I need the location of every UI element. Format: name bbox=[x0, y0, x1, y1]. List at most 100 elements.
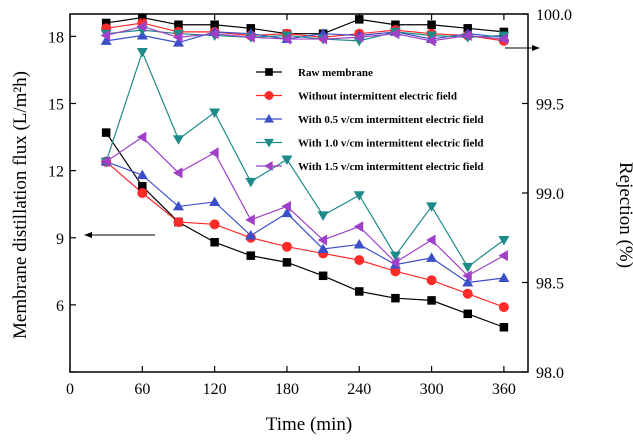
flux-point-4-7 bbox=[353, 221, 364, 233]
flux-point-1-2 bbox=[173, 217, 184, 228]
rejection-point-4-8 bbox=[389, 28, 400, 40]
x-tick-label-6: 360 bbox=[492, 381, 516, 398]
flux-point-3-6 bbox=[317, 211, 329, 221]
rejection-point-4-9 bbox=[426, 35, 436, 47]
flux-point-3-5 bbox=[281, 155, 293, 165]
legend-marker-4 bbox=[264, 161, 273, 171]
legend-marker-2 bbox=[264, 114, 274, 123]
flux-line-4 bbox=[105, 136, 505, 277]
flux-point-0-5 bbox=[282, 258, 292, 267]
legend-marker-3 bbox=[264, 138, 274, 148]
rejection-line-2 bbox=[106, 31, 504, 44]
flux-point-4-2 bbox=[172, 167, 183, 179]
flux-point-4-11 bbox=[498, 250, 508, 262]
x-tick-label-4: 240 bbox=[347, 381, 371, 398]
y-axis-left-title: Membrane distillation flux (L/m²h) bbox=[10, 71, 31, 339]
axis-arrows bbox=[84, 45, 540, 238]
legend-label-4: With 1.5 v/cm intermittent electric fiel… bbox=[298, 161, 484, 173]
y-right-tick-label-4: 100.0 bbox=[536, 7, 572, 24]
flux-point-2-11 bbox=[498, 272, 510, 283]
rejection-point-0-0 bbox=[101, 18, 111, 28]
flux-point-2-6 bbox=[317, 243, 329, 253]
flux-point-1-7 bbox=[354, 255, 365, 266]
flux-point-3-10 bbox=[462, 262, 474, 273]
flux-point-4-5 bbox=[281, 200, 291, 212]
legend-label-1: Without intermittent electric field bbox=[298, 91, 457, 103]
rejection-point-4-0 bbox=[100, 29, 111, 41]
flux-line-1 bbox=[105, 161, 505, 308]
x-tick-label-5: 300 bbox=[420, 381, 444, 398]
flux-point-0-10 bbox=[463, 309, 472, 319]
flux-point-1-1 bbox=[137, 188, 148, 198]
flux-point-0-6 bbox=[318, 271, 328, 281]
flux-point-3-7 bbox=[353, 191, 365, 201]
flux-point-0-1 bbox=[138, 182, 147, 191]
flux-point-2-5 bbox=[281, 207, 293, 218]
rejection-point-4-11 bbox=[498, 33, 508, 45]
rejection-point-4-3 bbox=[209, 28, 219, 40]
rejection-point-0-8 bbox=[391, 20, 400, 29]
rejection-point-4-10 bbox=[462, 29, 472, 41]
flux-point-0-7 bbox=[355, 287, 364, 296]
series-lines bbox=[105, 16, 505, 328]
flux-point-1-8 bbox=[390, 266, 401, 277]
rejection-point-4-5 bbox=[281, 33, 291, 45]
y-right-tick-label-0: 98.0 bbox=[536, 365, 564, 382]
flux-point-0-8 bbox=[391, 293, 400, 303]
y-left-tick-label-5: 18 bbox=[48, 29, 64, 46]
flux-point-4-0 bbox=[100, 156, 111, 168]
legend-marker-0 bbox=[265, 68, 273, 76]
y-left-tick-label-1: 6 bbox=[56, 298, 64, 315]
x-tick-label-2: 120 bbox=[203, 381, 227, 398]
flux-point-1-5 bbox=[281, 241, 292, 252]
y-left-tick-label-2: 9 bbox=[56, 231, 64, 248]
flux-point-2-7 bbox=[353, 238, 365, 249]
legend-label-3: With 1.0 v/cm intermittent electric fiel… bbox=[298, 138, 484, 150]
x-tick-label-3: 180 bbox=[275, 381, 299, 398]
legend-marker-1 bbox=[264, 91, 274, 100]
flux-point-0-0 bbox=[101, 128, 111, 137]
rejection-line-0 bbox=[106, 16, 504, 35]
rejection-point-2-2 bbox=[172, 37, 184, 47]
flux-point-4-3 bbox=[209, 147, 219, 159]
flux-point-3-8 bbox=[389, 251, 401, 262]
flux-point-3-3 bbox=[209, 108, 221, 118]
rejection-axis-arrow-head bbox=[532, 45, 540, 51]
flux-point-0-11 bbox=[499, 323, 509, 332]
y-right-tick-label-3: 99.5 bbox=[536, 97, 564, 114]
flux-point-4-8 bbox=[389, 256, 400, 268]
flux-point-3-4 bbox=[245, 177, 257, 188]
rejection-point-4-7 bbox=[353, 31, 364, 43]
flux-point-3-1 bbox=[136, 48, 148, 58]
y-right-tick-label-1: 98.5 bbox=[536, 276, 564, 293]
y-right-tick-label-2: 99.0 bbox=[536, 186, 564, 203]
y-left-tick-label-4: 15 bbox=[48, 97, 64, 114]
flux-line-2 bbox=[105, 161, 504, 284]
rejection-line-3 bbox=[106, 29, 504, 42]
flux-point-4-4 bbox=[245, 214, 255, 226]
rejection-point-0-2 bbox=[174, 20, 183, 29]
rejection-point-4-1 bbox=[136, 21, 147, 33]
flux-point-1-10 bbox=[462, 288, 473, 299]
rejection-point-4-2 bbox=[172, 31, 183, 43]
rejection-line-4 bbox=[106, 25, 504, 42]
flux-point-3-2 bbox=[172, 135, 184, 145]
flux-point-1-11 bbox=[498, 302, 509, 313]
flux-line-3 bbox=[105, 50, 505, 268]
rejection-point-0-3 bbox=[210, 20, 219, 29]
axes: 0 60 120 180 240 300 360 6 9 12 15 18 98.0 98.5 99.0 99… bbox=[48, 7, 572, 398]
x-axis-title: Time (min) bbox=[266, 414, 352, 435]
flux-point-4-9 bbox=[426, 234, 436, 246]
y-left-tick-label-3: 12 bbox=[48, 164, 64, 181]
rejection-point-4-4 bbox=[245, 31, 255, 43]
flux-point-2-3 bbox=[209, 196, 221, 206]
flux-point-1-3 bbox=[209, 219, 220, 230]
flux-point-0-9 bbox=[427, 296, 436, 305]
x-tick-label-1: 60 bbox=[134, 381, 150, 398]
rejection-point-2-0 bbox=[100, 35, 112, 45]
flux-point-2-10 bbox=[462, 277, 474, 287]
flux-line-0 bbox=[105, 132, 505, 328]
flux-point-3-9 bbox=[426, 202, 438, 212]
